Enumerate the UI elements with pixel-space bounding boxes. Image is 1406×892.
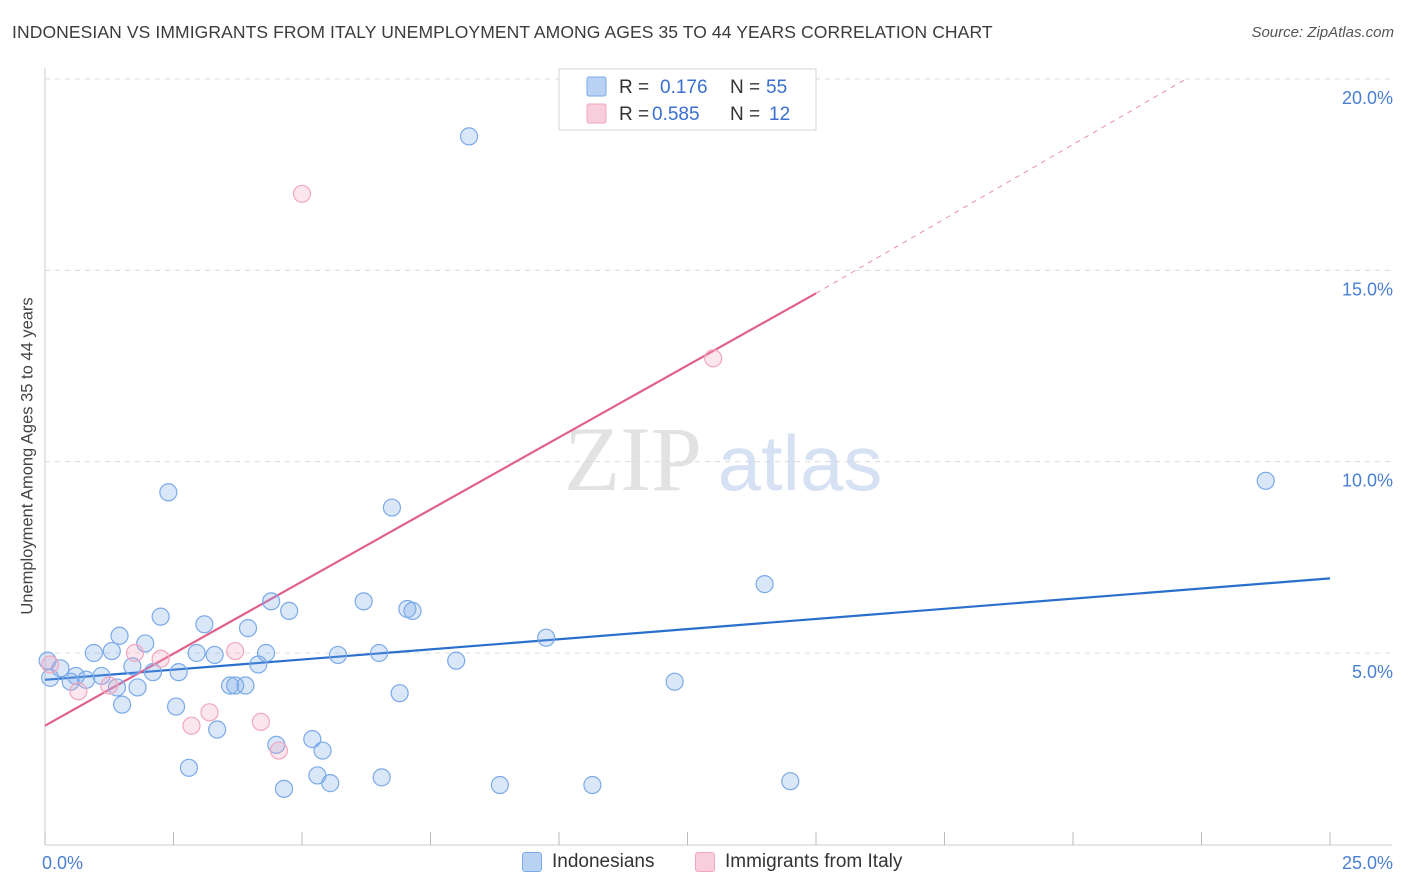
point-indonesians [256,643,276,663]
legend-bottom: Indonesians Immigrants from Italy [0,851,1406,877]
point-indonesians [226,676,245,695]
point-indonesians [328,645,348,665]
grid-layer [45,78,1392,654]
point-indonesians [354,592,373,611]
legend-top-swatch-indonesians [586,76,607,97]
point-indonesians [84,643,103,663]
chart-source: Source: ZipAtlas.com [1251,24,1394,41]
point-indonesians [665,672,684,691]
point-indonesians [92,666,111,686]
point-indonesians [490,775,509,795]
legend-n-label-2: N = [730,104,760,125]
tick-label-layer: 5.0% 10.0% 15.0% 20.0% 0.0% 25.0% [42,88,1393,873]
point-indonesians [187,643,206,663]
legend-r-value-1: 0.176 [660,77,708,98]
legend-swatch-indonesians [522,852,542,872]
point-indonesians [382,498,402,517]
point-indonesians [143,663,163,682]
point-italy [151,649,170,668]
point-indonesians [403,601,422,621]
legend-swatch-italy [695,852,715,872]
legend-n-label-1: N = [730,77,760,98]
point-indonesians [166,697,186,716]
point-indonesians [280,601,299,621]
point-indonesians [1256,471,1275,490]
point-indonesians [537,628,556,647]
point-italy [269,741,288,760]
point-indonesians [583,775,602,795]
point-italy [41,655,60,674]
point-indonesians [112,695,132,714]
legend-label-italy: Immigrants from Italy [725,851,903,872]
legend-n-value-2: 12 [769,104,790,125]
legend-top: R = 0.176 N = 55 R = 0.585 N = 12 [558,68,817,131]
point-indonesians [179,758,199,777]
point-indonesians [195,615,214,634]
point-italy [292,184,312,203]
point-indonesians [128,678,147,697]
watermark: ZIP atlas [564,408,882,510]
point-indonesians [274,779,294,798]
point-indonesians [110,626,129,645]
point-indonesians [238,619,258,638]
point-indonesians [262,592,281,611]
point-indonesians [220,676,240,695]
point-indonesians [390,684,409,703]
x-tick-label-max: 25.0% [1342,853,1393,873]
point-italy [125,643,145,663]
watermark-atlas: atlas [718,419,883,507]
point-italy [69,682,88,701]
point-indonesians [169,663,188,682]
y-tick-label: 20.0% [1342,88,1393,108]
point-indonesians [321,774,340,793]
point-indonesians [205,645,224,665]
point-italy [226,641,245,661]
point-indonesians [51,659,70,678]
legend-n-value-1: 55 [766,77,787,98]
y-tick-label: 15.0% [1342,279,1393,299]
y-tick-label: 10.0% [1342,471,1393,491]
axis-layer [44,68,1392,846]
point-indonesians [236,676,255,695]
legend-r-value-2: 0.585 [652,104,700,125]
trend-line-1 [44,292,817,727]
chart-title: INDONESIAN VS IMMIGRANTS FROM ITALY UNEM… [12,22,993,42]
trend-line-dashed-1 [815,78,1187,294]
point-indonesians [755,575,774,594]
point-italy [100,676,119,695]
point-indonesians [66,666,85,686]
x-tick-label-min: 0.0% [42,853,83,873]
point-italy [200,703,219,722]
point-indonesians [303,729,322,749]
point-indonesians [370,643,389,663]
points-layer [38,127,1275,798]
legend-r-label-1: R = [619,77,649,98]
point-indonesians [459,127,479,146]
y-tick-label: 5.0% [1352,662,1393,682]
point-indonesians [61,672,80,691]
legend-item-italy: Immigrants from Italy [695,851,902,873]
trend-layer [44,78,1331,727]
legend-label-indonesians: Indonesians [552,851,655,872]
legend-r-label-2: R = [619,104,649,125]
point-italy [251,712,270,731]
point-indonesians [123,657,142,676]
point-italy [182,716,201,735]
point-indonesians [447,651,466,670]
point-indonesians [372,768,391,787]
watermark-zip: ZIP [564,408,702,510]
legend-item-indonesians: Indonesians [522,851,654,873]
point-indonesians [781,772,800,791]
trend-line-0 [44,577,1331,681]
point-indonesians [208,720,227,739]
point-indonesians [102,641,121,661]
point-indonesians [159,483,178,502]
point-indonesians [151,607,170,626]
point-indonesians [313,741,332,760]
legend-top-swatch-italy [586,103,607,124]
point-italy [704,349,723,368]
